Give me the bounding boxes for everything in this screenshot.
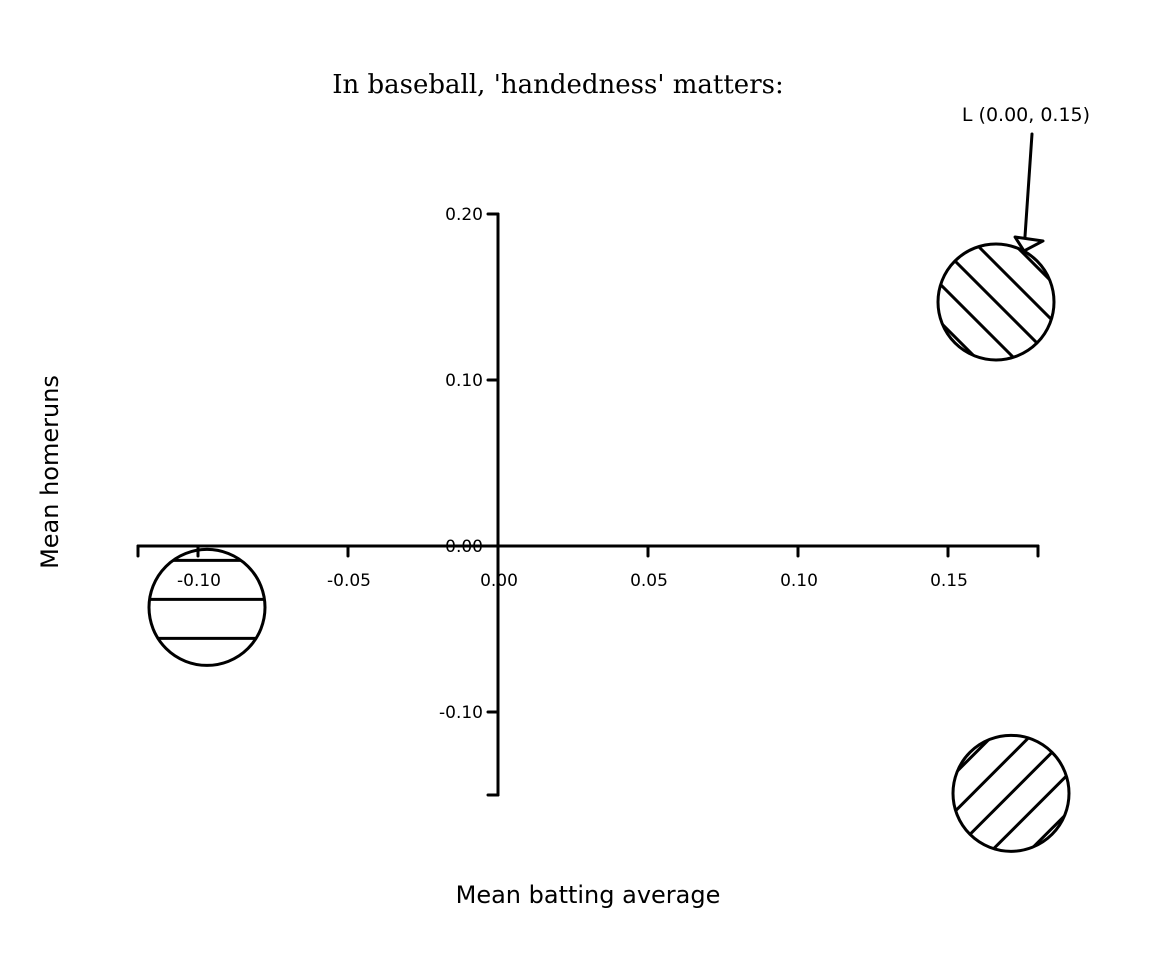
marker-hatch — [938, 243, 1054, 360]
y-tick-label: -0.10 — [439, 703, 483, 723]
data-point — [936, 242, 1056, 362]
y-tick-label: 0.10 — [445, 371, 483, 391]
point-annotation: L (0.00, 0.15) — [962, 104, 1090, 126]
data-point — [951, 733, 1071, 853]
marker-hatch — [953, 735, 1069, 852]
data-point — [147, 547, 267, 667]
annotation-arrow-shaft — [1022, 132, 1034, 253]
x-tick-label: 0.15 — [930, 571, 968, 591]
x-tick-label: 0.00 — [480, 571, 518, 591]
x-tick-label: 0.05 — [630, 571, 668, 591]
x-axis-label: Mean batting average — [456, 881, 721, 909]
y-axis-label: Mean homeruns — [36, 375, 64, 569]
x-tick-label: -0.10 — [177, 571, 221, 591]
x-tick-label: -0.05 — [327, 571, 371, 591]
plot-area: -0.10 -0.05 0.00 0.05 0.10 0.15 -0.10 0.00 0.10 0… — [136, 132, 1071, 853]
x-tick-label: 0.10 — [780, 571, 818, 591]
y-tick-label: 0.00 — [445, 537, 483, 557]
y-tick-label: 0.20 — [445, 205, 483, 225]
annotation-arrow-head — [1013, 235, 1045, 253]
chart-title: In baseball, 'handedness' matters: — [332, 70, 783, 100]
